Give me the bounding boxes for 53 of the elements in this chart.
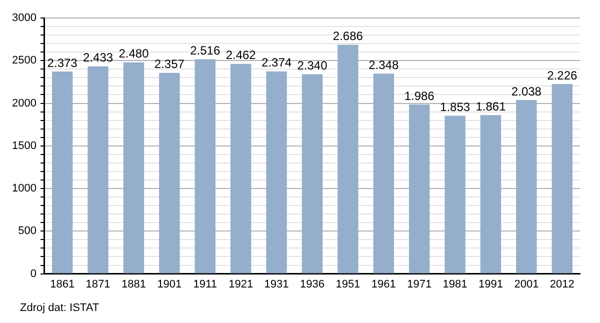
bar xyxy=(408,104,430,274)
x-tick-label: 1871 xyxy=(86,278,110,290)
x-tick-label: 1971 xyxy=(407,278,432,290)
data-label: 1.986 xyxy=(404,88,435,103)
y-tick-label: 1000 xyxy=(12,182,36,195)
bar xyxy=(52,71,73,274)
y-tick-label: 3000 xyxy=(12,12,36,24)
bar xyxy=(159,72,180,274)
data-label: 2.357 xyxy=(154,57,185,72)
data-label: 1.853 xyxy=(440,100,470,114)
x-tick-label: 1901 xyxy=(157,278,182,290)
bar xyxy=(88,66,108,274)
bar xyxy=(194,59,216,274)
x-tick-label: 1936 xyxy=(300,278,324,290)
x-tick-label: 1911 xyxy=(193,278,217,290)
text: Zdroj dat: ISTAT xyxy=(20,302,100,314)
bar xyxy=(230,64,252,274)
x-tick-label: 1931 xyxy=(264,278,289,290)
data-label: 2.480 xyxy=(118,46,150,61)
data-label: 1.861 xyxy=(476,99,506,114)
y-tick-label: 2500 xyxy=(12,54,36,67)
x-tick-label: 1981 xyxy=(442,278,468,290)
data-label: 2.226 xyxy=(547,68,578,82)
data-label: 2.340 xyxy=(297,58,328,73)
x-tick-label: 1951 xyxy=(336,278,360,290)
bar xyxy=(266,71,287,274)
data-label: 2.433 xyxy=(83,50,114,65)
data-label: 2.516 xyxy=(190,44,220,58)
bar xyxy=(552,84,573,274)
bar xyxy=(444,116,466,274)
data-label: 2.348 xyxy=(368,58,399,72)
y-tick-label: 1500 xyxy=(12,140,36,152)
x-tick-label: 1861 xyxy=(50,278,75,290)
x-tick-label: 1921 xyxy=(228,278,254,290)
bar xyxy=(302,74,323,274)
bar xyxy=(338,44,358,274)
data-label: 2.374 xyxy=(262,56,292,70)
y-tick-label: 500 xyxy=(18,225,36,238)
data-label: 2.462 xyxy=(226,48,256,62)
x-tick-label: 1961 xyxy=(371,278,396,290)
x-tick-label: 2001 xyxy=(514,278,539,290)
x-tick-label: 2012 xyxy=(550,278,574,290)
bar xyxy=(123,62,144,274)
x-tick-label: 1991 xyxy=(478,278,503,290)
data-label: 2.686 xyxy=(332,29,364,44)
y-tick-label: 2000 xyxy=(12,97,36,110)
bar xyxy=(373,74,394,274)
bar xyxy=(516,100,537,274)
data-label: 2.038 xyxy=(511,84,542,98)
x-tick-label: 1881 xyxy=(121,278,146,290)
bar xyxy=(480,115,502,274)
y-tick-label: 0 xyxy=(30,268,36,280)
data-label: 2.373 xyxy=(47,56,78,70)
